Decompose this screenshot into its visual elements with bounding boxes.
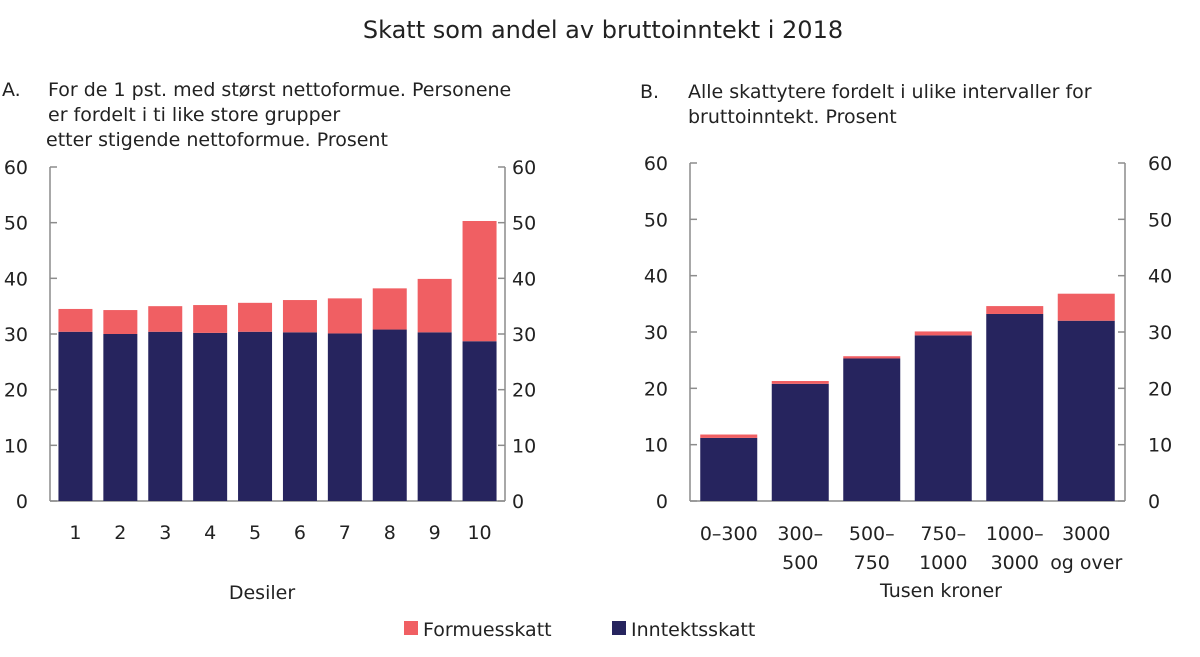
panel-a-x-tick-label: 5 — [249, 522, 261, 544]
panel-b-bar-formuesskatt-5 — [986, 306, 1044, 314]
legend-label-formuesskatt: Formuesskatt — [423, 619, 552, 641]
panel-b-bar-formuesskatt-3 — [843, 356, 901, 359]
panel-a-x-tick-label: 2 — [114, 522, 126, 544]
panel-a-y-tick-label-right: 10 — [512, 435, 536, 457]
panel-a-label: A. — [2, 79, 21, 101]
panel-b-bar-formuesskatt-6 — [1057, 293, 1115, 321]
panel-a-subtitle-line-3: etter stigende nettoformue. Prosent — [46, 129, 388, 151]
panel-a-bar-inntektsskatt-8 — [372, 329, 407, 501]
panel-a-x-tick-label: 7 — [339, 522, 351, 544]
panel-b-y-tick-label-left: 0 — [656, 491, 668, 513]
panel-b-subtitle-line-1: Alle skattytere fordelt i ulike interval… — [688, 81, 1092, 103]
panel-a-x-tick-label: 6 — [294, 522, 306, 544]
panel-b-bar-inntektsskatt-4 — [914, 335, 972, 501]
panel-b-y-tick-label-right: 10 — [1148, 435, 1172, 457]
panel-b-x-tick-label: 300– — [777, 523, 823, 545]
panel-b-bar-inntektsskatt-6 — [1057, 320, 1115, 501]
panel-b-y-tick-label-right: 60 — [1148, 153, 1172, 175]
chart-title: Skatt som andel av bruttoinntekt i 2018 — [363, 16, 843, 44]
panel-a-subtitle-line-1: For de 1 pst. med størst nettoformue. Pe… — [48, 79, 511, 101]
panel-a-x-tick-label: 10 — [467, 522, 491, 544]
panel-a-bar-inntektsskatt-2 — [103, 334, 138, 501]
panel-a-bar-formuesskatt-4 — [193, 305, 228, 333]
panel-b-y-tick-label-right: 0 — [1148, 491, 1160, 513]
panel-a-x-tick-label: 1 — [69, 522, 81, 544]
panel-a-y-tick-label-left: 30 — [4, 324, 28, 346]
panel-a-y-tick-label-right: 60 — [512, 157, 536, 179]
panel-a-y-tick-label-left: 10 — [4, 435, 28, 457]
panel-b-x-tick-label: 3000 — [1062, 523, 1110, 545]
panel-a-bar-formuesskatt-1 — [58, 308, 93, 332]
legend-swatch-inntektsskatt — [612, 621, 626, 635]
panel-a-x-tick-label: 9 — [429, 522, 441, 544]
panel-b-bar-inntektsskatt-3 — [843, 358, 901, 501]
panel-b-y-tick-label-right: 50 — [1148, 209, 1172, 231]
panel-b-x-tick-label: 3000 — [991, 552, 1039, 574]
panel-a-y-tick-label-left: 20 — [4, 380, 28, 402]
panel-a-bar-formuesskatt-7 — [327, 298, 362, 334]
panel-b-y-tick-label-right: 20 — [1148, 378, 1172, 400]
panel-b-y-tick-label-right: 40 — [1148, 266, 1172, 288]
panel-b-bar-inntektsskatt-2 — [771, 383, 829, 501]
panel-b-x-tick-label: og over — [1050, 552, 1122, 574]
panel-a-bar-inntektsskatt-7 — [327, 333, 362, 501]
panel-b-y-tick-label-right: 30 — [1148, 322, 1172, 344]
panel-a-y-tick-label-right: 20 — [512, 380, 536, 402]
panel-a-bar-inntektsskatt-9 — [417, 332, 452, 501]
panel-b-bar-inntektsskatt-5 — [986, 313, 1044, 501]
panel-b-bar-formuesskatt-4 — [914, 331, 972, 336]
panel-a-bar-formuesskatt-6 — [282, 300, 317, 333]
panel-a-x-tick-label: 8 — [384, 522, 396, 544]
panel-b-bar-formuesskatt-1 — [700, 434, 758, 438]
panel-a-bar-inntektsskatt-3 — [148, 331, 183, 501]
panel-a-bar-formuesskatt-3 — [148, 306, 183, 332]
panel-a-bar-formuesskatt-9 — [417, 278, 452, 333]
panel-b-x-tick-label: 750– — [920, 523, 966, 545]
panel-a-bar-inntektsskatt-4 — [193, 332, 228, 501]
panel-b-bar-inntektsskatt-1 — [700, 437, 758, 501]
panel-b-y-tick-label-left: 30 — [644, 322, 668, 344]
panel-b-x-tick-label: 0–300 — [700, 523, 758, 545]
panel-b-x-tick-label: 750 — [854, 552, 890, 574]
panel-b-subtitle-line-2: bruttoinntekt. Prosent — [688, 106, 897, 128]
panel-a-y-tick-label-right: 30 — [512, 324, 536, 346]
panel-b-x-tick-label: 1000– — [986, 523, 1044, 545]
panel-a-bar-formuesskatt-2 — [103, 310, 138, 334]
panel-a-bar-formuesskatt-10 — [462, 220, 497, 342]
panel-b-x-tick-label: 1000 — [919, 552, 967, 574]
panel-b-xlabel: Tusen kroner — [879, 580, 1002, 602]
panel-b-y-tick-label-left: 60 — [644, 153, 668, 175]
legend-swatch-formuesskatt — [404, 621, 418, 635]
panel-a-bar-formuesskatt-5 — [238, 302, 273, 332]
panel-a-y-tick-label-left: 50 — [4, 213, 28, 235]
panel-b-plot: 0 0 10 10 20 20 30 30 40 40 50 50 60 60 0–300 300– 500 50… — [644, 153, 1172, 574]
panel-a-bar-inntektsskatt-6 — [282, 332, 317, 501]
panel-b-y-tick-label-left: 50 — [644, 209, 668, 231]
panel-a-y-tick-label-left: 0 — [16, 491, 28, 513]
panel-b-y-tick-label-left: 40 — [644, 266, 668, 288]
panel-a-bar-inntektsskatt-1 — [58, 331, 93, 501]
panel-a-y-tick-label-right: 40 — [512, 268, 536, 290]
legend: Formuesskatt Inntektsskatt — [404, 619, 755, 641]
panel-a-xlabel: Desiler — [229, 582, 295, 604]
panel-a-y-tick-label-left: 40 — [4, 268, 28, 290]
panel-b-y-tick-label-left: 20 — [644, 378, 668, 400]
panel-a-x-tick-label: 4 — [204, 522, 216, 544]
panel-a-bar-inntektsskatt-5 — [238, 331, 273, 501]
panel-a-plot: 0 0 10 10 20 20 30 30 40 40 50 50 60 60 1 2 3 4 5 6 7 8 9 10 — [4, 157, 536, 544]
panel-b-bar-formuesskatt-2 — [771, 381, 829, 384]
panel-a-subtitle-line-2: er fordelt i ti like store grupper — [48, 104, 340, 126]
panel-b-x-tick-label: 500– — [849, 523, 895, 545]
panel-a-bar-formuesskatt-8 — [372, 288, 407, 330]
panel-a-x-tick-label: 3 — [159, 522, 171, 544]
legend-label-inntektsskatt: Inntektsskatt — [631, 619, 755, 641]
panel-a-y-tick-label-right: 50 — [512, 213, 536, 235]
panel-a-y-tick-label-left: 60 — [4, 157, 28, 179]
panel-b-label: B. — [640, 81, 659, 103]
panel-a-y-tick-label-right: 0 — [512, 491, 524, 513]
panel-b-x-tick-label: 500 — [782, 552, 818, 574]
panel-a-bar-inntektsskatt-10 — [462, 341, 497, 501]
panel-b-y-tick-label-left: 10 — [644, 435, 668, 457]
